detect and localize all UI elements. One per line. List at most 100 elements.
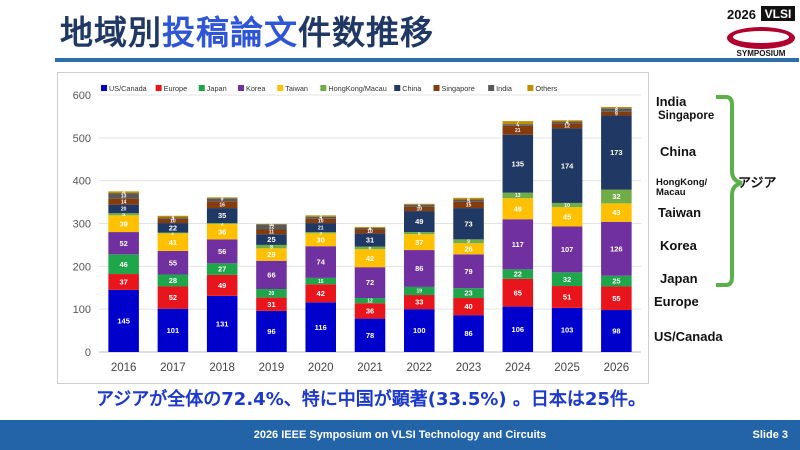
data-label: 106	[512, 325, 525, 334]
bar-segment	[601, 221, 632, 276]
legend-label: US/Canada	[109, 84, 148, 93]
data-label: 23	[464, 289, 472, 298]
data-label: 15	[466, 203, 472, 209]
data-label: 14	[121, 199, 127, 205]
footer-text: 2026 IEEE Symposium on VLSI Technology a…	[253, 429, 547, 441]
data-label: 2	[369, 225, 372, 231]
data-label: 103	[561, 326, 574, 335]
legend-label: Singapore	[442, 84, 475, 93]
bar-segment	[403, 204, 435, 207]
bar-segment	[305, 223, 337, 233]
x-tick-label: 2025	[554, 362, 580, 374]
chart-frame	[57, 72, 649, 384]
bar-segment	[502, 278, 534, 307]
data-label: 42	[317, 289, 325, 298]
bar-segment	[453, 197, 484, 200]
data-label: 51	[563, 293, 571, 302]
data-label: 4	[516, 123, 519, 129]
side-label: Singapore	[658, 110, 715, 122]
logo-swoosh-inner	[733, 31, 789, 43]
data-label: 5	[122, 212, 125, 218]
bar-segment	[256, 224, 287, 230]
bar-segment	[108, 254, 139, 275]
data-label: 4	[566, 120, 569, 126]
legend-label: Japan	[207, 84, 227, 93]
bar-segment	[206, 295, 238, 352]
bar-segment	[453, 254, 484, 289]
logo-year: 2026	[727, 7, 756, 22]
bar-segment	[206, 274, 238, 296]
legend-label: Europe	[164, 84, 188, 93]
bar-segment	[453, 208, 484, 240]
data-label: 27	[218, 265, 226, 274]
bar-segment	[206, 223, 238, 224]
bar-segment	[551, 128, 583, 203]
data-label: 22	[514, 270, 522, 279]
y-tick-label: 300	[73, 219, 91, 231]
bar-segment	[157, 215, 189, 218]
data-label: 135	[512, 159, 525, 168]
legend-label: India	[496, 84, 513, 93]
data-label: 31	[366, 236, 374, 245]
data-label: 116	[315, 323, 327, 332]
bar-segment	[354, 233, 386, 247]
data-label: 28	[169, 276, 177, 285]
bar-segment	[305, 284, 337, 303]
data-label: 12	[564, 124, 570, 130]
bar-segment	[108, 204, 139, 214]
data-label: 101	[167, 326, 180, 335]
data-label: 72	[366, 278, 374, 287]
bar-segment	[206, 223, 238, 240]
data-label: 32	[563, 275, 571, 284]
bar-segment	[157, 223, 189, 233]
y-tick-label: 200	[73, 261, 91, 273]
data-label: 46	[119, 260, 127, 269]
bar-segment	[157, 286, 189, 309]
bar-segment	[551, 226, 583, 273]
x-tick-label: 2016	[111, 362, 137, 374]
bar-segment	[502, 219, 534, 270]
data-label: 9	[467, 239, 470, 245]
x-tick-label: 2017	[160, 362, 186, 374]
bar-segment	[305, 215, 337, 217]
bar-segment	[403, 232, 435, 235]
bar-segment	[354, 303, 386, 319]
bar-segment	[453, 199, 484, 202]
side-label: HongKong/ Macau	[656, 177, 708, 198]
bar-segment	[108, 274, 139, 290]
bar-segment	[453, 315, 484, 352]
side-label: Korea	[660, 238, 697, 253]
side-label: Europe	[654, 294, 699, 309]
title-part: 地域別	[60, 13, 162, 52]
bar-segment	[453, 288, 484, 299]
bar-segment	[403, 295, 435, 310]
data-label: 33	[415, 298, 423, 307]
data-label: 5	[418, 231, 421, 237]
bar-segment	[354, 267, 386, 299]
data-label: 29	[267, 250, 275, 259]
bar-segment	[551, 286, 583, 308]
asia-label: アジア	[738, 175, 777, 190]
legend-swatch	[488, 85, 495, 91]
data-label: 3	[319, 230, 322, 236]
bar-segment	[453, 201, 484, 209]
title-underline	[55, 58, 799, 62]
vlsi-logo: 2026 VLSI SYMPOSIUM	[727, 6, 795, 58]
data-label: 52	[119, 239, 127, 248]
data-label: 52	[169, 293, 177, 302]
data-label: 15	[318, 279, 324, 285]
data-label: 3	[369, 226, 372, 232]
stacked-bar-chart: 0100200300400500600145374652395201413420…	[57, 72, 649, 384]
bar-segment	[305, 216, 337, 219]
bar-segment	[305, 218, 337, 224]
data-label: 86	[464, 329, 472, 338]
data-label: 126	[610, 244, 623, 253]
data-label: 3	[615, 105, 618, 111]
bar-segment	[206, 198, 238, 202]
bar-segment	[206, 263, 238, 275]
data-label: 31	[267, 300, 275, 309]
bar-segment	[157, 233, 189, 251]
data-label: 96	[267, 327, 275, 336]
legend-swatch	[155, 85, 162, 91]
bar-segment	[108, 193, 139, 199]
